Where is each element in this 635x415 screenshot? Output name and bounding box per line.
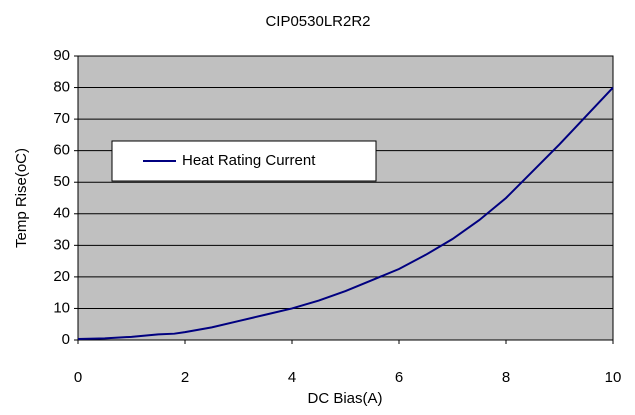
y-tick-label: 40	[53, 205, 70, 222]
y-axis-label: Temp Rise(oC)	[13, 148, 30, 248]
x-tick-label: 8	[502, 369, 510, 386]
y-tick-label: 0	[62, 331, 70, 348]
y-tick-label: 50	[53, 173, 70, 190]
y-tick-label: 10	[53, 299, 70, 316]
y-tick-label: 20	[53, 268, 70, 285]
y-tick-label: 80	[53, 79, 70, 96]
plot-area	[78, 56, 613, 340]
y-tick-label: 30	[53, 236, 70, 253]
y-tick-label: 90	[53, 47, 70, 64]
legend-label: Heat Rating Current	[182, 152, 316, 169]
x-tick-label: 2	[181, 369, 189, 386]
x-tick-label: 4	[288, 369, 296, 386]
x-tick-label: 6	[395, 369, 403, 386]
chart-title: CIP0530LR2R2	[265, 13, 370, 30]
y-tick-label: 70	[53, 110, 70, 127]
plot-border	[77, 55, 614, 341]
data-line	[77, 86, 614, 341]
x-axis-label: DC Bias(A)	[307, 390, 382, 407]
y-tick-label: 60	[53, 142, 70, 159]
x-tick-label: 0	[74, 369, 82, 386]
x-tick-label: 10	[605, 369, 622, 386]
